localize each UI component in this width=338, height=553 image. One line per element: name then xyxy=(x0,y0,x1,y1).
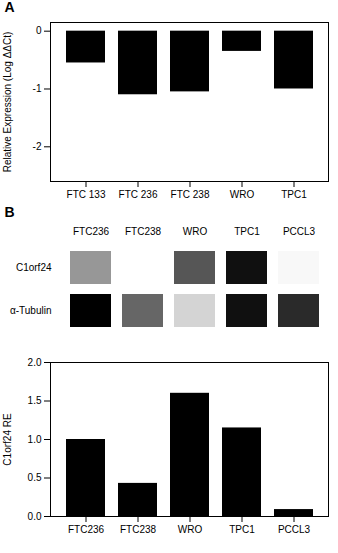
svg-text:FTC 236: FTC 236 xyxy=(119,189,158,200)
svg-text:PCCL3: PCCL3 xyxy=(278,524,311,535)
svg-text:-1: -1 xyxy=(33,83,42,94)
svg-text:α-Tubulin: α-Tubulin xyxy=(10,305,52,316)
svg-text:TPC1: TPC1 xyxy=(229,524,255,535)
svg-text:Relative Expression (Log ΔΔCt): Relative Expression (Log ΔΔCt) xyxy=(2,32,13,173)
svg-text:1.5: 1.5 xyxy=(28,395,42,406)
svg-text:TPC1: TPC1 xyxy=(234,226,260,237)
svg-text:C1orf24 RE: C1orf24 RE xyxy=(2,413,13,466)
svg-text:2.0: 2.0 xyxy=(28,357,42,368)
svg-text:PCCL3: PCCL3 xyxy=(283,226,316,237)
svg-text:0: 0 xyxy=(36,25,42,36)
svg-text:WRO: WRO xyxy=(183,226,208,237)
svg-text:C1orf24: C1orf24 xyxy=(16,262,52,273)
svg-text:FTC238: FTC238 xyxy=(125,226,162,237)
svg-text:-2: -2 xyxy=(33,141,42,152)
svg-text:0.5: 0.5 xyxy=(28,472,42,483)
svg-text:FTC238: FTC238 xyxy=(120,524,157,535)
svg-text:WRO: WRO xyxy=(178,524,203,535)
svg-text:A: A xyxy=(5,0,15,15)
svg-text:FTC236: FTC236 xyxy=(68,524,105,535)
svg-text:FTC 133: FTC 133 xyxy=(67,189,106,200)
svg-text:B: B xyxy=(5,205,15,220)
svg-text:WRO: WRO xyxy=(230,189,255,200)
svg-text:0.0: 0.0 xyxy=(28,511,42,522)
svg-text:FTC 238: FTC 238 xyxy=(171,189,210,200)
svg-text:1.0: 1.0 xyxy=(28,434,42,445)
svg-text:FTC236: FTC236 xyxy=(73,226,110,237)
svg-text:TPC1: TPC1 xyxy=(281,189,307,200)
